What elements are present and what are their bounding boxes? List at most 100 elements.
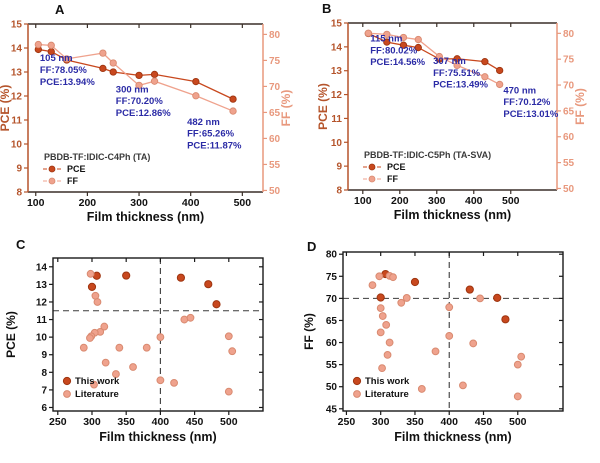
legend: This work Literature (352, 376, 410, 400)
svg-text:14: 14 (11, 44, 23, 55)
legend-label-this-work: This work (365, 376, 410, 387)
svg-text:13: 13 (36, 280, 48, 291)
legend-label-literature: Literature (365, 389, 409, 400)
svg-text:450: 450 (186, 416, 204, 428)
panel-label-a: A (55, 2, 65, 17)
svg-text:PCE:11.87%: PCE:11.87% (187, 140, 242, 151)
svg-text:14: 14 (36, 262, 48, 273)
panel-a-chart: 100 200 300 400 500 8 9 10 11 12 13 14 15 50 55 60 65 70 7… (0, 20, 293, 225)
svg-text:8: 8 (41, 368, 47, 379)
legend-label-pce: PCE (387, 162, 406, 172)
svg-text:75: 75 (563, 55, 575, 66)
series-this-work (87, 271, 221, 309)
y-axis-title: PCE (%) (4, 311, 18, 358)
svg-text:70: 70 (269, 82, 281, 93)
legend-title: PBDB-TF:IDIC-C5Ph (TA-SVA) (364, 150, 491, 160)
svg-text:45: 45 (326, 404, 338, 415)
svg-text:12: 12 (331, 90, 343, 101)
panel-label-b: B (322, 1, 332, 16)
svg-text:400: 400 (152, 416, 170, 428)
svg-text:300 nm: 300 nm (116, 84, 149, 95)
y-axis-title: FF (%) (302, 313, 316, 350)
legend: PBDB-TF:IDIC-C4Ph (TA) PCE FF (43, 152, 150, 186)
svg-text:200: 200 (391, 195, 409, 207)
series-pce (34, 45, 237, 103)
svg-text:FF:70.20%: FF:70.20% (116, 96, 164, 107)
svg-text:FF:65.26%: FF:65.26% (187, 129, 235, 140)
svg-text:250: 250 (49, 416, 67, 428)
svg-text:55: 55 (326, 360, 338, 371)
svg-text:482 nm: 482 nm (187, 117, 220, 128)
svg-text:13: 13 (11, 68, 23, 79)
svg-text:200: 200 (79, 197, 97, 209)
svg-text:50: 50 (269, 186, 281, 197)
svg-text:50: 50 (563, 184, 575, 195)
legend-title: PBDB-TF:IDIC-C4Ph (TA) (44, 152, 150, 162)
svg-text:60: 60 (269, 134, 281, 145)
legend-label-literature: Literature (75, 389, 119, 400)
svg-text:11: 11 (331, 114, 342, 125)
legend: PBDB-TF:IDIC-C5Ph (TA-SVA) PCE FF (363, 150, 491, 184)
svg-text:500: 500 (502, 195, 520, 207)
x-axis-title: Film thickness (nm) (394, 208, 511, 222)
svg-text:9: 9 (41, 350, 47, 361)
right-y-axis-title: FF (%) (279, 90, 293, 127)
right-y-axis-title: FF (%) (573, 88, 587, 125)
plot-frame: 250 300 350 400 450 500 6 7 8 9 10 11 12 13 14 (36, 257, 264, 428)
svg-text:500: 500 (234, 197, 252, 209)
panel-c-chart: 250 300 350 400 450 500 6 7 8 9 10 11 12 13 14 Film thi… (4, 257, 264, 444)
svg-text:300: 300 (428, 195, 446, 207)
panel-label-d: D (307, 239, 317, 254)
svg-text:FF:80.02%: FF:80.02% (370, 45, 418, 56)
svg-text:55: 55 (269, 160, 281, 171)
legend-label-ff: FF (387, 174, 398, 184)
svg-text:400: 400 (465, 195, 483, 207)
svg-text:12: 12 (36, 297, 48, 308)
series-this-work (376, 269, 510, 324)
svg-text:65: 65 (269, 108, 281, 119)
svg-text:70: 70 (563, 81, 575, 92)
svg-text:105 nm: 105 nm (40, 53, 73, 64)
svg-text:50: 50 (326, 382, 338, 393)
svg-text:100: 100 (354, 195, 372, 207)
svg-text:300: 300 (130, 197, 148, 209)
svg-text:9: 9 (16, 164, 22, 175)
svg-text:8: 8 (16, 188, 22, 199)
x-axis-title: Film thickness (nm) (87, 210, 204, 224)
legend: This work Literature (62, 376, 120, 400)
svg-text:15: 15 (11, 20, 23, 31)
left-y-axis-title: PCE (%) (316, 83, 330, 130)
svg-text:350: 350 (117, 416, 135, 428)
svg-text:14: 14 (331, 42, 343, 53)
svg-text:80: 80 (269, 30, 281, 41)
svg-text:FF:78.05%: FF:78.05% (40, 65, 88, 76)
svg-text:65: 65 (563, 106, 575, 117)
svg-text:7: 7 (41, 385, 47, 396)
panel-d-chart: 250 300 350 400 450 500 45 50 55 60 65 70 75 80 Film t… (302, 250, 564, 444)
svg-text:500: 500 (220, 416, 238, 428)
series-ff (364, 29, 504, 89)
svg-text:8: 8 (336, 186, 342, 197)
svg-text:55: 55 (563, 158, 575, 169)
svg-text:80: 80 (326, 250, 338, 261)
svg-text:15: 15 (331, 19, 343, 30)
panel-label-c: C (16, 237, 26, 252)
plot-frame: 100 200 300 400 500 8 9 10 11 12 13 14 15 50 55 60 65 70 7… (331, 19, 575, 208)
legend-label-ff: FF (67, 176, 78, 186)
svg-text:70: 70 (326, 294, 338, 305)
svg-text:75: 75 (326, 272, 338, 283)
svg-text:11: 11 (11, 116, 22, 127)
svg-text:PCE:14.56%: PCE:14.56% (370, 57, 425, 68)
svg-text:400: 400 (182, 197, 200, 209)
svg-text:450: 450 (475, 416, 493, 428)
x-axis-title: Film thickness (nm) (394, 430, 511, 444)
svg-text:12: 12 (11, 92, 23, 103)
legend-label-pce: PCE (67, 164, 86, 174)
svg-text:60: 60 (326, 338, 338, 349)
